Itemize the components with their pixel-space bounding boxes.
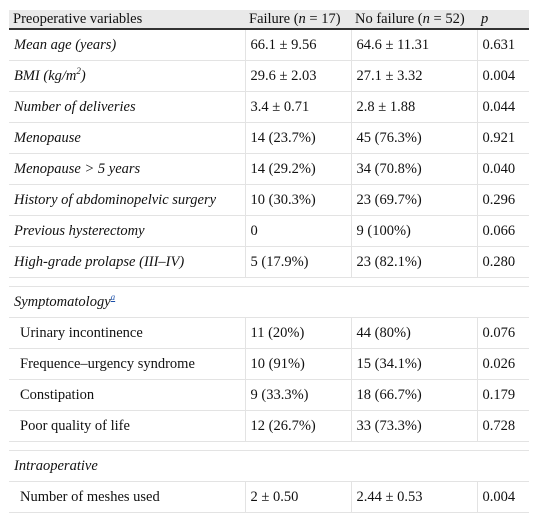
table-row: Number of deliveries 3.4 ± 0.71 2.8 ± 1.… <box>9 91 529 123</box>
row-label: Poor quality of life <box>9 410 245 442</box>
p-value-cell: 0.921 <box>476 122 529 154</box>
p-value-cell: 0.044 <box>476 91 529 123</box>
header-p: p <box>477 10 529 30</box>
row-label: Frequence–urgency syndrome <box>9 348 245 380</box>
p-value-cell: 0.280 <box>476 246 529 278</box>
section-row-intraoperative: Intraoperative <box>9 450 529 482</box>
failure-cell: 3.4 ± 0.71 <box>244 91 351 123</box>
table-row: Frequence–urgency syndrome 10 (91%) 15 (… <box>9 348 529 380</box>
row-label: Number of meshes used <box>9 481 245 513</box>
footnote-link[interactable]: a <box>110 291 116 302</box>
table-row: Menopause 14 (23.7%) 45 (76.3%) 0.921 <box>9 122 529 154</box>
p-value-cell: 0.004 <box>476 481 529 513</box>
no-failure-cell: 44 (80%) <box>350 317 477 349</box>
table-row: Mean age (years) 66.1 ± 9.56 64.6 ± 11.3… <box>9 29 529 61</box>
failure-cell: 0 <box>244 215 351 247</box>
spacer-row <box>9 441 529 451</box>
failure-cell: 10 (30.3%) <box>244 184 351 216</box>
no-failure-cell: 9 (100%) <box>350 215 477 247</box>
spacer-cell <box>9 441 529 451</box>
header-p-text: p <box>481 10 489 27</box>
row-label: Menopause <box>9 122 245 154</box>
no-failure-cell: 27.1 ± 3.32 <box>350 60 477 92</box>
data-table: Preoperative variables Failure (n = 17) … <box>9 10 529 513</box>
header-no-failure-count: = 52) <box>429 10 465 27</box>
failure-cell: 9 (33.3%) <box>244 379 351 411</box>
failure-cell: 14 (23.7%) <box>244 122 351 154</box>
section-row-symptomatology: Symptomatologya <box>9 286 529 318</box>
header-failure-n: n <box>298 10 306 27</box>
no-failure-cell: 15 (34.1%) <box>350 348 477 380</box>
no-failure-cell: 64.6 ± 11.31 <box>350 29 477 61</box>
section-heading: Intraoperative <box>9 450 529 482</box>
bmi-label: BMI (kg/m <box>14 67 77 84</box>
row-label: Number of deliveries <box>9 91 245 123</box>
no-failure-cell: 23 (82.1%) <box>350 246 477 278</box>
p-value-cell: 0.296 <box>476 184 529 216</box>
section-title: Symptomatology <box>14 293 111 310</box>
p-value-cell: 0.631 <box>476 29 529 61</box>
no-failure-cell: 2.44 ± 0.53 <box>350 481 477 513</box>
header-variables: Preoperative variables <box>9 10 245 30</box>
no-failure-cell: 23 (69.7%) <box>350 184 477 216</box>
table-row: High-grade prolapse (III–IV) 5 (17.9%) 2… <box>9 246 529 278</box>
table-row: History of abdominopelvic surgery 10 (30… <box>9 184 529 216</box>
failure-cell: 14 (29.2%) <box>244 153 351 185</box>
row-label: BMI (kg/m2) <box>9 60 245 92</box>
section-heading: Symptomatologya <box>9 286 529 318</box>
failure-cell: 66.1 ± 9.56 <box>244 29 351 61</box>
p-value-cell: 0.076 <box>476 317 529 349</box>
table-row: Menopause > 5 years 14 (29.2%) 34 (70.8%… <box>9 153 529 185</box>
no-failure-cell: 34 (70.8%) <box>350 153 477 185</box>
header-row: Preoperative variables Failure (n = 17) … <box>9 10 529 30</box>
p-value-cell: 0.728 <box>476 410 529 442</box>
p-value-cell: 0.004 <box>476 60 529 92</box>
table-row: Constipation 9 (33.3%) 18 (66.7%) 0.179 <box>9 379 529 411</box>
spacer-row <box>9 277 529 287</box>
p-value-cell: 0.179 <box>476 379 529 411</box>
spacer-cell <box>9 277 529 287</box>
row-label: Mean age (years) <box>9 29 245 61</box>
bmi-label-end: ) <box>80 67 86 84</box>
no-failure-cell: 33 (73.3%) <box>350 410 477 442</box>
row-label: Constipation <box>9 379 245 411</box>
header-failure-text: Failure ( <box>249 10 299 27</box>
header-no-failure-n: n <box>422 10 430 27</box>
row-label: Previous hysterectomy <box>9 215 245 247</box>
header-failure: Failure (n = 17) <box>245 10 351 30</box>
table-row: BMI (kg/m2) 29.6 ± 2.03 27.1 ± 3.32 0.00… <box>9 60 529 92</box>
header-no-failure-text: No failure ( <box>355 10 423 27</box>
row-label: Urinary incontinence <box>9 317 245 349</box>
failure-cell: 10 (91%) <box>244 348 351 380</box>
failure-cell: 11 (20%) <box>244 317 351 349</box>
bmi-superscript: 2 <box>76 65 81 76</box>
table-row: Number of meshes used 2 ± 0.50 2.44 ± 0.… <box>9 481 529 513</box>
header-failure-count: = 17) <box>305 10 341 27</box>
table-row: Previous hysterectomy 0 9 (100%) 0.066 <box>9 215 529 247</box>
row-label: High-grade prolapse (III–IV) <box>9 246 245 278</box>
p-value-cell: 0.026 <box>476 348 529 380</box>
p-value-cell: 0.066 <box>476 215 529 247</box>
no-failure-cell: 45 (76.3%) <box>350 122 477 154</box>
failure-cell: 29.6 ± 2.03 <box>244 60 351 92</box>
row-label: History of abdominopelvic surgery <box>9 184 245 216</box>
row-label: Menopause > 5 years <box>9 153 245 185</box>
no-failure-cell: 2.8 ± 1.88 <box>350 91 477 123</box>
failure-cell: 5 (17.9%) <box>244 246 351 278</box>
failure-cell: 2 ± 0.50 <box>244 481 351 513</box>
failure-cell: 12 (26.7%) <box>244 410 351 442</box>
header-variables-text: Preoperative variables <box>13 10 143 27</box>
no-failure-cell: 18 (66.7%) <box>350 379 477 411</box>
table-row: Poor quality of life 12 (26.7%) 33 (73.3… <box>9 410 529 442</box>
header-no-failure: No failure (n = 52) <box>351 10 477 30</box>
table-row: Urinary incontinence 11 (20%) 44 (80%) 0… <box>9 317 529 349</box>
p-value-cell: 0.040 <box>476 153 529 185</box>
